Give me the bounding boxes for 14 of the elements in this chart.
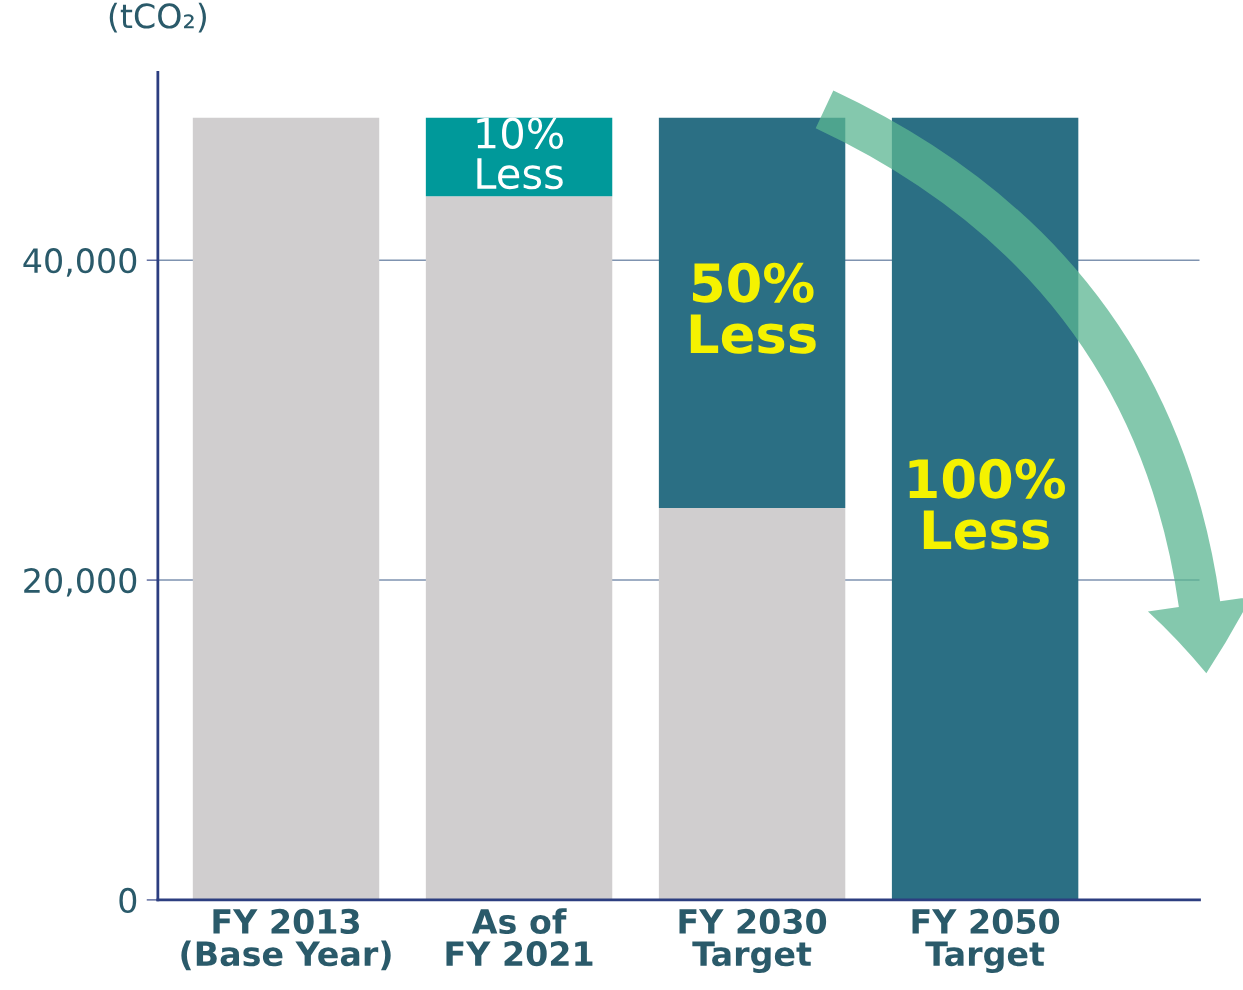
- y-axis-title: (tCO₂): [109, 2, 206, 33]
- annotation: 100% Less: [909, 458, 1065, 550]
- bar: [425, 196, 613, 900]
- y-tick-label: 20,000: [24, 567, 137, 597]
- bar: [192, 117, 380, 900]
- y-tick-label: 0: [119, 887, 137, 914]
- x-tick-label: FY 2013 (Base Year): [181, 908, 391, 971]
- annotation: 50% Less: [690, 262, 816, 354]
- x-tick-label: FY 2050 Target: [912, 908, 1060, 974]
- annotation: 10% Less: [477, 117, 564, 190]
- bar: [658, 508, 846, 900]
- x-tick-label: As of FY 2021: [446, 908, 593, 967]
- x-tick-label: FY 2030 Target: [679, 908, 827, 974]
- y-tick-label: 40,000: [23, 248, 137, 277]
